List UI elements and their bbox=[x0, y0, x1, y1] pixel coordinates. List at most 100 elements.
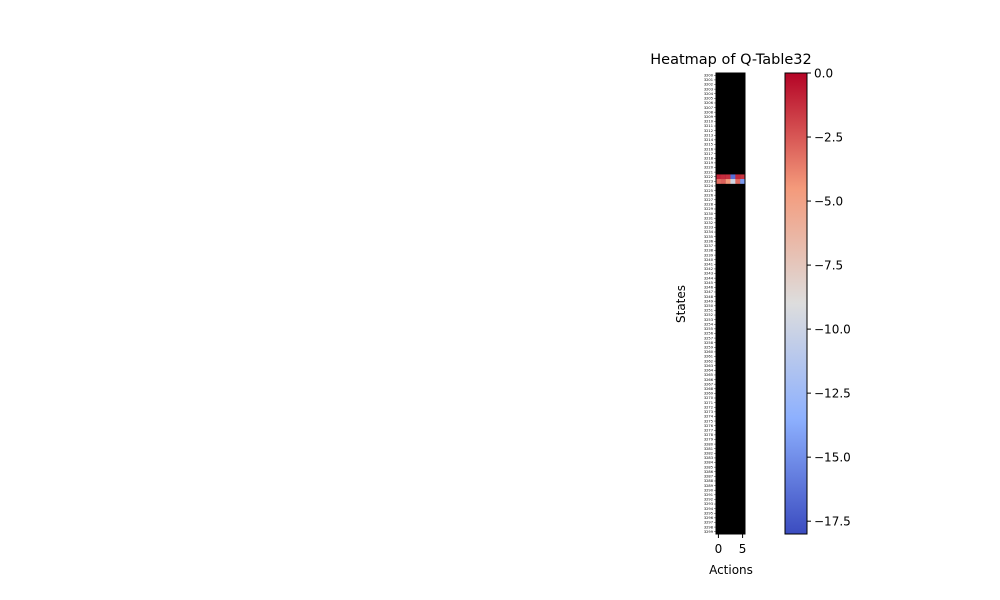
y-tick-label: 3214 bbox=[704, 138, 714, 142]
y-tick-label: 3274 bbox=[704, 415, 714, 419]
y-tick-label: 3227 bbox=[704, 198, 713, 202]
y-tick-label: 3213 bbox=[704, 133, 713, 137]
y-tick-label: 3277 bbox=[704, 428, 713, 432]
y-tick-label: 3259 bbox=[704, 345, 714, 349]
y-tick-label: 3291 bbox=[704, 493, 713, 497]
heatmap-cell bbox=[720, 174, 726, 180]
y-tick-label: 3294 bbox=[704, 507, 714, 511]
y-tick-label: 3292 bbox=[704, 498, 713, 502]
y-tick-label: 3225 bbox=[704, 189, 713, 193]
y-tick-label: 3216 bbox=[704, 147, 714, 151]
y-tick-label: 3203 bbox=[704, 87, 713, 91]
y-tick-label: 3283 bbox=[704, 456, 713, 460]
y-tick-label: 3218 bbox=[704, 156, 714, 160]
heatmap-cell bbox=[740, 179, 746, 184]
y-tick-label: 3266 bbox=[704, 378, 714, 382]
y-tick-label: 3201 bbox=[704, 78, 713, 82]
y-tick-label: 3226 bbox=[704, 193, 714, 197]
y-axis-label: States bbox=[674, 285, 688, 323]
y-tick-label: 3241 bbox=[704, 263, 713, 267]
y-tick-label: 3244 bbox=[704, 276, 714, 280]
heatmap-cell bbox=[730, 174, 736, 180]
y-axis-ticks: 3200320132023203320432053206320732083209… bbox=[704, 74, 716, 534]
y-tick-label: 3252 bbox=[704, 313, 713, 317]
heatmap-cell bbox=[735, 174, 741, 180]
heatmap-cell bbox=[725, 179, 731, 184]
y-tick-label: 3280 bbox=[704, 442, 714, 446]
heatmap-cell bbox=[725, 174, 731, 180]
y-tick-label: 3206 bbox=[704, 101, 714, 105]
y-tick-label: 3210 bbox=[704, 120, 714, 124]
y-tick-label: 3204 bbox=[704, 92, 714, 96]
y-tick-label: 3272 bbox=[704, 405, 713, 409]
y-tick-label: 3284 bbox=[704, 461, 714, 465]
y-tick-label: 3215 bbox=[704, 143, 713, 147]
colorbar-tick-label: 0.0 bbox=[814, 67, 833, 81]
y-tick-label: 3250 bbox=[704, 304, 714, 308]
y-tick-label: 3219 bbox=[704, 161, 714, 165]
x-tick-label: 5 bbox=[739, 542, 747, 556]
heatmap-background bbox=[716, 73, 745, 534]
y-tick-label: 3256 bbox=[704, 332, 714, 336]
y-tick-label: 3264 bbox=[704, 369, 714, 373]
y-tick-label: 3262 bbox=[704, 359, 713, 363]
y-tick-label: 3236 bbox=[704, 239, 714, 243]
heatmap-cell bbox=[735, 179, 741, 184]
y-tick-label: 3297 bbox=[704, 521, 713, 525]
y-tick-label: 3249 bbox=[704, 299, 714, 303]
y-tick-label: 3290 bbox=[704, 488, 714, 492]
colorbar bbox=[784, 72, 808, 535]
y-tick-label: 3229 bbox=[704, 207, 714, 211]
y-tick-label: 3233 bbox=[704, 226, 713, 230]
y-tick-label: 3268 bbox=[704, 387, 714, 391]
y-tick-label: 3251 bbox=[704, 309, 713, 313]
chart-title: Heatmap of Q-Table32 bbox=[650, 52, 811, 68]
heatmap-frame bbox=[715, 72, 746, 535]
y-tick-label: 3224 bbox=[704, 184, 714, 188]
y-tick-label: 3202 bbox=[704, 83, 713, 87]
y-tick-label: 3265 bbox=[704, 373, 713, 377]
y-tick-label: 3273 bbox=[704, 410, 713, 414]
colorbar-tick-label: −10.0 bbox=[814, 323, 851, 337]
y-tick-label: 3245 bbox=[704, 281, 713, 285]
heatmap-cell bbox=[720, 179, 726, 184]
y-tick-label: 3247 bbox=[704, 290, 713, 294]
y-tick-label: 3279 bbox=[704, 438, 714, 442]
colorbar-tick-label: −7.5 bbox=[814, 259, 843, 273]
y-tick-label: 3207 bbox=[704, 106, 713, 110]
y-tick-label: 3275 bbox=[704, 419, 713, 423]
heatmap-cell bbox=[740, 174, 746, 180]
y-tick-label: 3278 bbox=[704, 433, 714, 437]
y-tick-label: 3295 bbox=[704, 511, 713, 515]
y-tick-label: 3281 bbox=[704, 447, 713, 451]
y-tick-label: 3276 bbox=[704, 424, 714, 428]
y-tick-label: 3282 bbox=[704, 452, 713, 456]
y-tick-label: 3232 bbox=[704, 221, 713, 225]
y-tick-label: 3263 bbox=[704, 364, 713, 368]
heatmap-cell bbox=[716, 179, 722, 184]
y-tick-label: 3205 bbox=[704, 97, 713, 101]
colorbar-tick-label: −15.0 bbox=[814, 451, 851, 465]
y-tick-label: 3254 bbox=[704, 322, 714, 326]
y-tick-label: 3261 bbox=[704, 355, 713, 359]
y-tick-label: 3288 bbox=[704, 479, 714, 483]
y-tick-label: 3267 bbox=[704, 382, 713, 386]
y-tick-label: 3286 bbox=[704, 470, 714, 474]
heatmap-cell bbox=[716, 174, 722, 180]
y-tick-label: 3258 bbox=[704, 341, 714, 345]
y-tick-label: 3230 bbox=[704, 212, 714, 216]
colorbar-tick-label: −17.5 bbox=[814, 515, 851, 529]
y-tick-label: 3211 bbox=[704, 124, 713, 128]
y-tick-label: 3287 bbox=[704, 475, 713, 479]
y-tick-label: 3235 bbox=[704, 235, 713, 239]
y-tick-label: 3221 bbox=[704, 170, 713, 174]
y-tick-label: 3200 bbox=[704, 74, 714, 78]
y-tick-label: 3220 bbox=[704, 166, 714, 170]
y-tick-label: 3222 bbox=[704, 175, 713, 179]
y-tick-label: 3246 bbox=[704, 286, 714, 290]
heatmap-area bbox=[716, 73, 746, 534]
y-tick-label: 3248 bbox=[704, 295, 714, 299]
y-tick-label: 3289 bbox=[704, 484, 714, 488]
y-tick-label: 3299 bbox=[704, 530, 714, 534]
